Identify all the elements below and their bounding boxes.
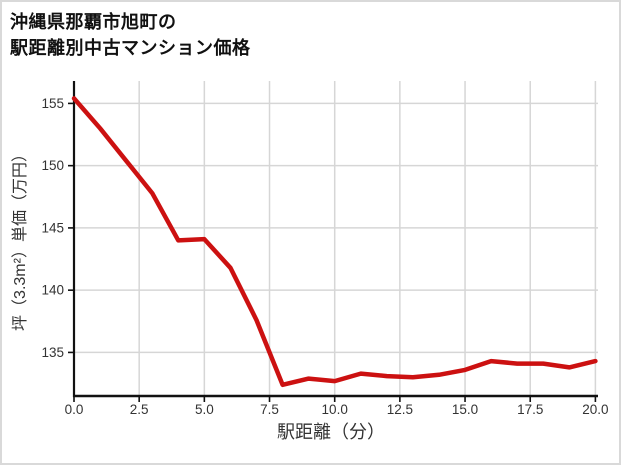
chart-title-line1: 沖縄県那覇市旭町の <box>10 12 177 32</box>
y-tick-label: 140 <box>41 283 64 298</box>
x-tick-label: 5.0 <box>195 402 214 417</box>
y-tick-label: 150 <box>41 158 64 173</box>
x-tick-label: 10.0 <box>322 402 348 417</box>
x-tick-label: 0.0 <box>65 402 84 417</box>
price-line-series <box>71 96 598 388</box>
y-tick-label: 145 <box>41 220 64 235</box>
x-tick-label: 17.5 <box>517 402 543 417</box>
x-tick-label: 7.5 <box>260 402 279 417</box>
chart-title: 沖縄県那覇市旭町の 駅距離別中古マンション価格 <box>10 9 251 61</box>
x-tick-label: 12.5 <box>387 402 413 417</box>
x-tick-label: 2.5 <box>130 402 149 417</box>
x-axis-label: 駅距離（分） <box>277 422 385 442</box>
y-axis-label: 坪（3.3m²）単価（万円） <box>11 146 29 331</box>
y-tick-label: 135 <box>41 345 64 360</box>
chart-title-line2: 駅距離別中古マンション価格 <box>10 38 251 58</box>
x-tick-label: 20.0 <box>582 402 608 417</box>
x-tick-label: 15.0 <box>452 402 478 417</box>
y-tick-label: 155 <box>41 96 64 111</box>
